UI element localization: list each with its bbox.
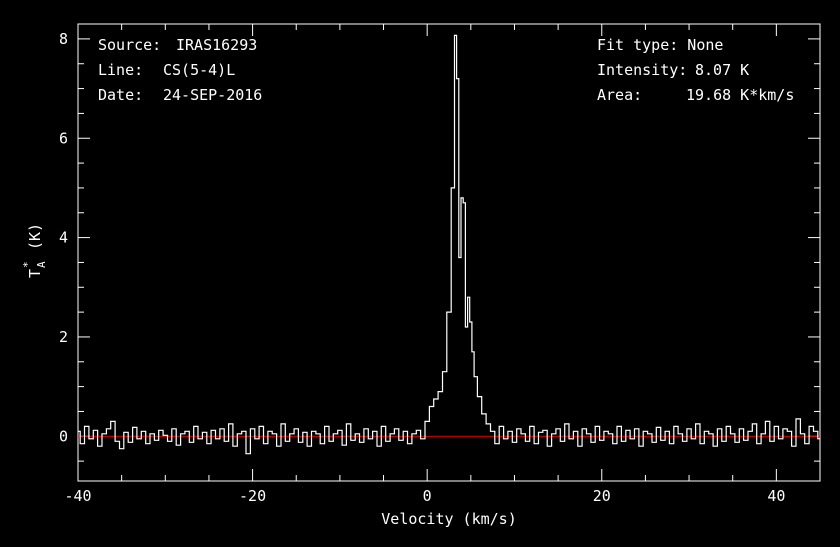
area-value: 19.68 K*km/s [686,86,794,104]
x-axis-label: Velocity (km/s) [381,510,516,528]
intensity-value: 8.07 K [695,61,749,79]
spectrum-line [78,34,820,455]
x-tick-label: 20 [593,487,611,505]
plot-frame [77,23,821,482]
intensity-label: Intensity: [597,61,687,79]
y-axis-label-sup: * [21,261,34,268]
area-label: Area: [597,86,642,104]
y-axis-label: T * A (K) [21,223,48,278]
y-tick-label: 2 [59,328,68,346]
axis-ticks [77,24,821,481]
y-tick-label: 6 [59,129,68,147]
x-tick-label: 40 [767,487,785,505]
y-axis-label-sub: A [35,261,48,268]
source-value: IRAS16293 [176,36,257,54]
y-axis-label-main: T [26,269,44,278]
source-label: Source: [98,36,161,54]
line-value: CS(5-4)L [163,61,235,79]
axis-tick-labels: -40 -20 0 20 40 0 2 4 6 8 [59,30,785,505]
date-label: Date: [98,86,143,104]
y-axis-label-unit: (K) [26,223,44,250]
y-tick-label: 0 [59,427,68,445]
x-tick-label: -40 [64,487,91,505]
fit-type-text: Fit type: None [597,36,723,54]
line-label: Line: [98,61,143,79]
y-tick-label: 4 [59,229,68,247]
x-tick-label: 0 [423,487,432,505]
date-value: 24-SEP-2016 [163,86,262,104]
y-tick-label: 8 [59,30,68,48]
x-tick-label: -20 [239,487,266,505]
